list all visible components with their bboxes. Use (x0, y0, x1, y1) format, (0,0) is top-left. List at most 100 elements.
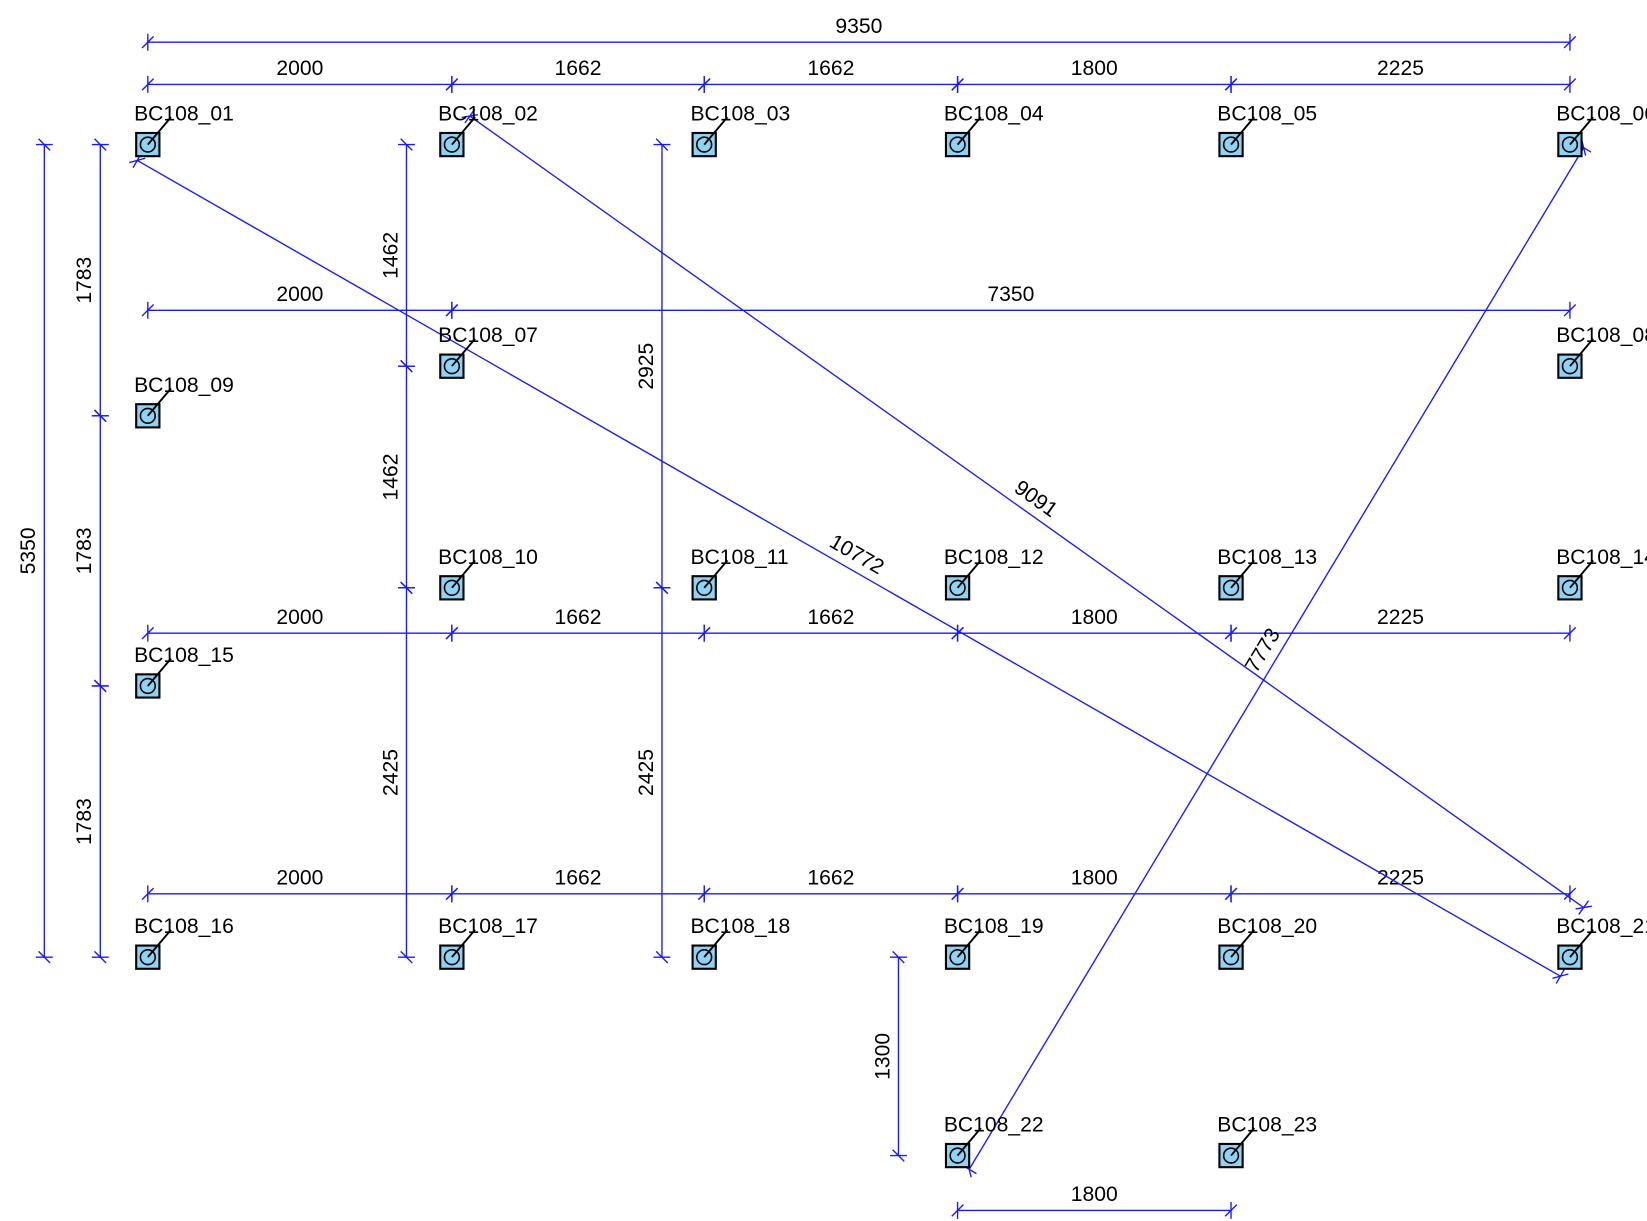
slash-tick (400, 359, 413, 373)
slash-tick (1224, 887, 1238, 901)
slash-tick (951, 887, 964, 901)
dimension-label: 2225 (1377, 57, 1424, 80)
leader-line (1569, 559, 1594, 589)
leader-line (956, 559, 982, 589)
slash-tick (141, 78, 155, 91)
leader-line (1569, 338, 1594, 367)
pile-label: BC108_09 (134, 374, 234, 397)
pile-node: BC108_06 (1556, 103, 1647, 158)
dimension-label: 1800 (1071, 867, 1118, 890)
pile-node: BC108_02 (438, 103, 538, 158)
slash-tick (892, 950, 905, 964)
pile-label: BC108_05 (1217, 103, 1317, 126)
dimension-line (469, 115, 1585, 909)
pile-label: BC108_15 (134, 644, 234, 667)
pile-label: BC108_07 (438, 324, 538, 347)
pile-node: BC108_03 (690, 103, 790, 158)
pile-node: BC108_13 (1217, 546, 1317, 601)
slash-tick (445, 303, 459, 317)
leader-line (451, 929, 476, 958)
dimension-label: 1662 (807, 606, 854, 629)
leader-line (147, 657, 172, 687)
dimension-label: 1662 (555, 867, 602, 890)
pile-node: BC108_10 (438, 546, 538, 601)
pile-label: BC108_22 (944, 1114, 1044, 1137)
dimension-label: 9350 (835, 15, 882, 38)
slash-tick (461, 114, 479, 119)
leader-line (1230, 559, 1255, 589)
pile-node: BC108_22 (944, 1114, 1044, 1169)
dimension-label: 1662 (807, 867, 854, 890)
slash-tick (94, 679, 107, 693)
dimension-label: 2000 (276, 283, 323, 306)
slash-tick (1575, 905, 1592, 910)
leader-line (451, 338, 476, 367)
leader-line (1569, 116, 1594, 146)
slash-tick (141, 626, 155, 640)
dimension-label: 1662 (555, 606, 602, 629)
pile-label: BC108_04 (944, 103, 1044, 126)
slash-tick (94, 950, 107, 964)
dimension-line (968, 147, 1585, 1170)
dimension-label: 1800 (1071, 57, 1118, 80)
slash-tick (951, 78, 964, 91)
leader-line (956, 1127, 982, 1157)
nodes: BC108_01 BC108_02 BC108_03 BC108_04 BC108_05… (134, 103, 1647, 1169)
pile-node: BC108_12 (944, 546, 1044, 601)
dimension-label: 1783 (73, 527, 96, 574)
dimension-label: 2225 (1377, 867, 1424, 890)
slash-tick (445, 626, 459, 640)
slash-tick (400, 581, 413, 595)
leader-line (956, 116, 982, 146)
slash-tick (38, 950, 51, 964)
leader-line (1569, 929, 1594, 958)
pile-node: BC108_04 (944, 103, 1044, 158)
dimension-label: 1300 (871, 1033, 894, 1080)
pile-node: BC108_23 (1217, 1114, 1317, 1169)
dimension-label: 2000 (276, 867, 323, 890)
dimension-label: 2425 (635, 749, 658, 796)
slash-tick (892, 1149, 905, 1162)
dimension-label: 1462 (379, 232, 402, 279)
slash-tick (141, 887, 155, 901)
pile-node: BC108_05 (1217, 103, 1317, 158)
slash-tick (655, 950, 669, 964)
dimension-label: 7350 (987, 283, 1034, 306)
dimension-label: 7773 (1241, 624, 1285, 676)
slash-tick (141, 303, 155, 317)
leader-line (451, 559, 476, 589)
pile-node: BC108_18 (690, 915, 790, 970)
dimension-label: 5350 (17, 527, 40, 574)
pile-node: BC108_11 (690, 546, 789, 601)
pile-label: BC108_08 (1556, 324, 1647, 347)
slash-tick (141, 35, 155, 49)
pile-node: BC108_17 (438, 915, 538, 970)
slash-tick (445, 887, 459, 901)
pile-label: BC108_11 (690, 546, 788, 569)
slash-tick (655, 138, 669, 151)
leader-line (703, 929, 729, 958)
slash-tick (1224, 626, 1238, 640)
dimension-label: 9091 (1010, 476, 1062, 522)
dimension-label: 2225 (1377, 606, 1424, 629)
pile-label: BC108_06 (1556, 103, 1647, 126)
pile-node: BC108_16 (134, 915, 234, 970)
pile-label: BC108_03 (690, 103, 790, 126)
slash-tick (400, 950, 413, 964)
leader-line (451, 116, 476, 146)
dimension-label: 1662 (807, 57, 854, 80)
leader-line (1230, 116, 1255, 146)
dimension-label: 2000 (276, 57, 323, 80)
pile-node: BC108_01 (134, 103, 234, 158)
slash-tick (1224, 1204, 1238, 1217)
slash-tick (1563, 35, 1577, 49)
slash-tick (951, 1204, 964, 1217)
slash-tick (129, 157, 146, 164)
slash-tick (94, 409, 107, 423)
leader-line (147, 929, 172, 958)
pile-node: BC108_21 (1556, 915, 1647, 970)
slash-tick (1552, 973, 1569, 979)
pile-label: BC108_14 (1556, 546, 1647, 569)
